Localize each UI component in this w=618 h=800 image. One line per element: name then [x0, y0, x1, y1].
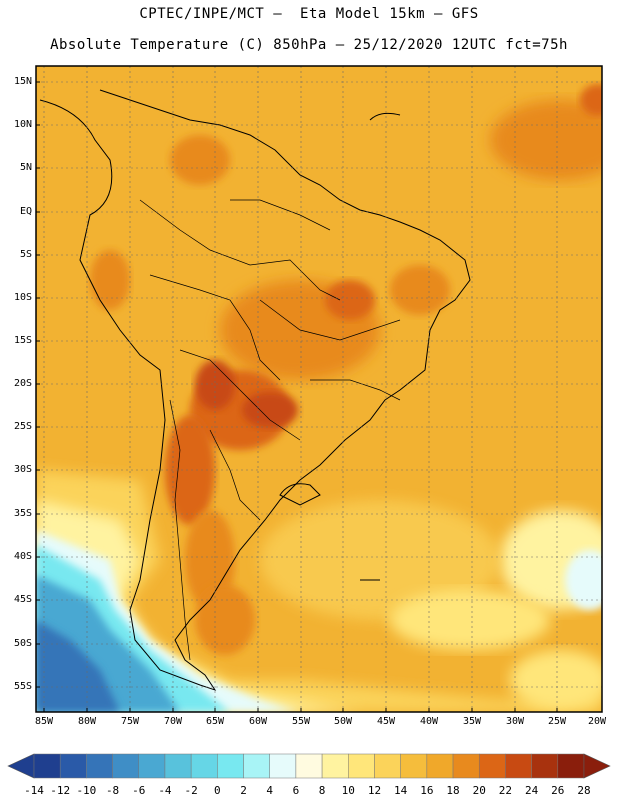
colorbar-label: 28: [577, 784, 591, 797]
colorbar-label: 4: [266, 784, 274, 797]
lat-label: 55S: [13, 681, 32, 692]
colorbar-label: 6: [292, 784, 300, 797]
colorbar-label: -12: [50, 784, 71, 797]
lon-label: 25W: [547, 716, 567, 727]
colorbar-label: -2: [184, 784, 198, 797]
lat-label: 40S: [13, 551, 32, 562]
lon-label: 60W: [248, 716, 268, 727]
colorbar-swatch: [59, 753, 87, 779]
temperature-field: [36, 66, 602, 712]
lon-label: 65W: [205, 716, 225, 727]
lat-label: 15S: [13, 335, 32, 346]
colorbar-swatch: [33, 753, 61, 779]
colorbar-swatch: [295, 753, 323, 779]
map-title-line-2: Absolute Temperature (C) 850hPa – 25/12/…: [50, 37, 568, 53]
colorbar-label: 10: [341, 784, 355, 797]
lon-label: 55W: [291, 716, 311, 727]
colorbar-label: -4: [158, 784, 172, 797]
colorbar-swatch: [112, 753, 140, 779]
lat-label: EQ: [19, 206, 32, 217]
colorbar-swatch: [478, 753, 506, 779]
axis-ticks: [36, 81, 558, 712]
colorbar-label: -14: [24, 784, 44, 797]
colorbar-swatch: [505, 753, 532, 779]
colorbar-label: 16: [420, 784, 434, 797]
lon-label: 20W: [587, 716, 607, 727]
colorbar-low-arrow: [7, 753, 35, 779]
colorbar-swatch: [269, 753, 297, 779]
colorbar-label: -10: [76, 784, 97, 797]
colorbar-swatch: [557, 753, 585, 779]
colorbar-label: 20: [472, 784, 486, 797]
lon-label: 30W: [505, 716, 525, 727]
colorbar-swatch: [138, 753, 166, 779]
colorbar-label: 24: [524, 784, 539, 797]
lat-label: 5N: [19, 162, 32, 173]
colorbar-label: -6: [132, 784, 146, 797]
lat-label: 5S: [19, 249, 32, 260]
colorbar-high-arrow: [583, 753, 611, 779]
coastline: [39, 89, 471, 691]
lat-label: 35S: [13, 508, 32, 519]
graticule: [36, 66, 602, 712]
colorbar-label: 14: [394, 784, 408, 797]
lon-label: 85W: [34, 716, 54, 727]
lon-label: 70W: [163, 716, 183, 727]
country-borders: [139, 199, 401, 661]
lon-label: 35W: [462, 716, 482, 727]
colorbar-swatch: [374, 753, 401, 779]
lat-label: 10S: [13, 292, 32, 303]
lon-label: 40W: [419, 716, 439, 727]
lat-label: 30S: [13, 464, 32, 475]
lat-label: 45S: [13, 594, 32, 605]
lon-label: 75W: [120, 716, 140, 727]
lat-label: 10N: [13, 119, 32, 130]
colorbar-label: 0: [214, 784, 221, 797]
colorbar-swatch: [321, 753, 349, 779]
lat-label: 50S: [13, 638, 32, 649]
colorbar-swatch: [531, 753, 559, 779]
colorbar-swatch: [348, 753, 375, 779]
map-title-line-1: CPTEC/INPE/MCT – Eta Model 15km – GFS: [139, 6, 479, 22]
lat-label: 20S: [13, 378, 32, 389]
colorbar-swatch: [400, 753, 428, 779]
colorbar-swatch: [426, 753, 454, 779]
colorbar-swatch: [243, 753, 270, 779]
lon-label: 50W: [333, 716, 353, 727]
colorbar-swatch: [164, 753, 192, 779]
colorbar-label: 26: [551, 784, 565, 797]
colorbar-label: -8: [105, 784, 120, 797]
colorbar-label: 2: [240, 784, 247, 797]
colorbar-swatch: [217, 753, 244, 779]
colorbar-label: 8: [318, 784, 326, 797]
colorbar-label: 12: [367, 784, 382, 797]
lat-label: 15N: [13, 76, 32, 87]
colorbar-label: 18: [446, 784, 460, 797]
lon-label: 45W: [376, 716, 396, 727]
colorbar-swatch: [86, 753, 113, 779]
colorbar-label: 22: [498, 784, 513, 797]
colorbar: [7, 753, 611, 779]
lon-label: 80W: [77, 716, 97, 727]
lat-label: 25S: [13, 421, 32, 432]
map-frame: [35, 65, 603, 713]
colorbar-swatch: [190, 753, 218, 779]
colorbar-swatch: [452, 753, 480, 779]
